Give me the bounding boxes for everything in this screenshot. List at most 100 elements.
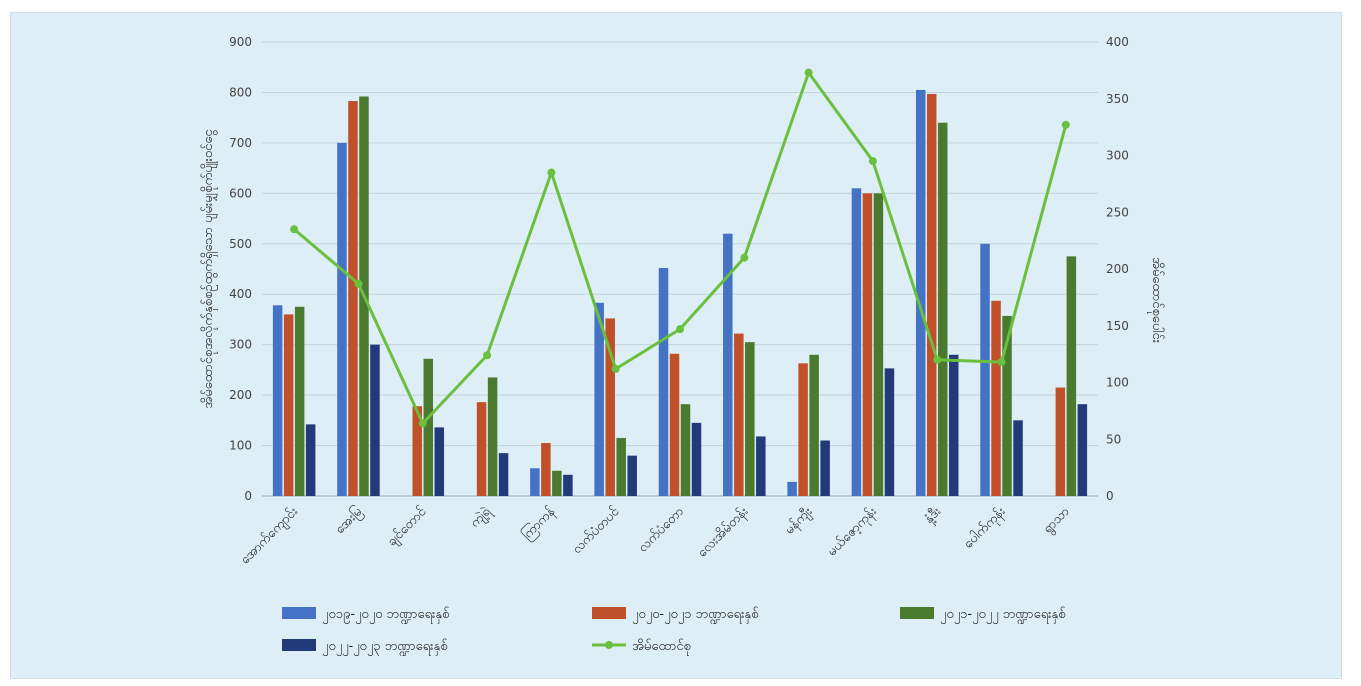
y-tick-right: 300 xyxy=(1106,149,1129,163)
bar xyxy=(563,474,573,496)
x-tick-label: ရွာသာ xyxy=(1040,504,1074,538)
y-tick-right: 50 xyxy=(1106,432,1121,446)
bar xyxy=(862,193,873,497)
bar xyxy=(1077,404,1088,496)
bar xyxy=(552,470,562,496)
bar xyxy=(809,354,819,496)
bar xyxy=(476,402,487,496)
y-tick-left: 100 xyxy=(229,439,252,453)
bar xyxy=(594,302,604,496)
bar xyxy=(991,300,1001,496)
bar xyxy=(756,436,766,496)
x-tick-label: မန်ကျီး xyxy=(781,504,817,540)
y-tick-left: 500 xyxy=(229,237,252,251)
bar xyxy=(1013,420,1023,496)
bar xyxy=(616,437,626,496)
bar xyxy=(937,122,948,496)
bar xyxy=(948,354,959,496)
bar xyxy=(915,89,926,496)
y-tick-right: 0 xyxy=(1106,489,1114,503)
bar xyxy=(734,333,744,496)
line-point xyxy=(740,253,749,262)
bar xyxy=(1002,315,1012,496)
bar xyxy=(434,427,445,496)
x-tick-label: ကြာကန် xyxy=(518,502,560,544)
bar xyxy=(294,306,305,496)
bar xyxy=(680,404,691,496)
line-point xyxy=(611,364,620,373)
legend-label: ၂၀၂၀-၂၀၂၁ ဘဏ္ဍာရေးနှစ် xyxy=(632,606,759,624)
x-tick-label: လက်ပံတော xyxy=(635,504,687,556)
bar xyxy=(423,358,434,496)
y-tick-right: 200 xyxy=(1106,262,1129,276)
line-point xyxy=(676,325,684,334)
legend-swatch xyxy=(282,639,316,651)
x-tick-label: ချင်တောင် xyxy=(384,503,432,551)
y-tick-left: 400 xyxy=(229,287,252,301)
bar xyxy=(745,342,755,496)
bar xyxy=(487,377,498,496)
bar xyxy=(691,422,702,496)
bar xyxy=(1055,387,1066,496)
legend-label: ၂၀၂၁-၂၀၂၂ ဘဏ္ဍာရေးနှစ် xyxy=(940,606,1066,624)
bar xyxy=(669,353,680,496)
bar xyxy=(798,363,808,496)
line-point xyxy=(804,68,813,77)
bar xyxy=(787,481,797,496)
bar xyxy=(337,142,347,496)
bar xyxy=(926,93,937,497)
y-tick-right: 150 xyxy=(1106,319,1129,333)
y-axis-title-left: အိမ်ထောင်စုအလိုက်နှစ်စဉ်ထွက်ရှိသော ပျမ်း… xyxy=(200,129,218,409)
y-tick-right: 100 xyxy=(1106,376,1129,390)
legend-swatch xyxy=(592,607,626,619)
line-point xyxy=(418,419,427,428)
x-tick-label: ပေါက်ကုန်း xyxy=(960,504,1010,554)
bar xyxy=(884,368,895,496)
bar xyxy=(541,443,551,496)
bar xyxy=(272,305,283,496)
x-tick-label: အေးမြ xyxy=(331,503,367,539)
bar xyxy=(530,468,540,496)
line-point xyxy=(1061,120,1070,129)
bar xyxy=(370,344,380,496)
line-point xyxy=(290,225,299,234)
line-point xyxy=(483,351,492,360)
line-point xyxy=(933,355,942,364)
bar xyxy=(305,424,316,496)
bar xyxy=(498,453,509,496)
legend-swatch xyxy=(282,607,316,619)
bar xyxy=(348,101,358,497)
bar xyxy=(605,318,615,496)
bar xyxy=(627,455,637,496)
y-tick-left: 0 xyxy=(244,489,252,503)
y-tick-left: 300 xyxy=(229,338,252,352)
line-point xyxy=(547,168,556,177)
bar xyxy=(820,440,830,496)
bar xyxy=(412,406,423,496)
line-point xyxy=(354,279,363,288)
y-tick-left: 800 xyxy=(229,85,252,99)
bar xyxy=(980,243,990,496)
bar xyxy=(851,188,862,497)
bar xyxy=(723,233,733,496)
legend-swatch xyxy=(900,607,934,619)
x-tick-label: မယ်ဇော့ကုန်း xyxy=(824,504,881,561)
line-point xyxy=(868,157,877,166)
bar xyxy=(658,267,669,496)
bar xyxy=(873,193,884,497)
line-point xyxy=(997,358,1006,367)
x-tick-label: နှံ့ဒီး xyxy=(921,504,946,529)
x-tick-label: အောက်ကျောင်း xyxy=(237,504,302,569)
chart-frame xyxy=(10,12,1342,679)
legend-swatch-marker xyxy=(605,641,613,649)
y-axis-title-right: အိမ်ထောင်စုပေါင်း xyxy=(1147,257,1165,343)
bar xyxy=(283,314,294,496)
y-tick-right: 400 xyxy=(1106,35,1129,49)
legend-label: ၂၀၂၂-၂၀၂၃ ဘဏ္ဍာရေးနှစ် xyxy=(322,638,448,656)
bar xyxy=(1066,256,1077,496)
y-tick-right: 350 xyxy=(1106,92,1129,106)
y-tick-left: 700 xyxy=(229,136,252,150)
x-tick-label: လေးအိမ်တန်း xyxy=(694,504,752,562)
legend-label: ၂၀၁၉-၂၀၂၀ ဘဏ္ဍာရေးနှစ် xyxy=(322,606,450,624)
